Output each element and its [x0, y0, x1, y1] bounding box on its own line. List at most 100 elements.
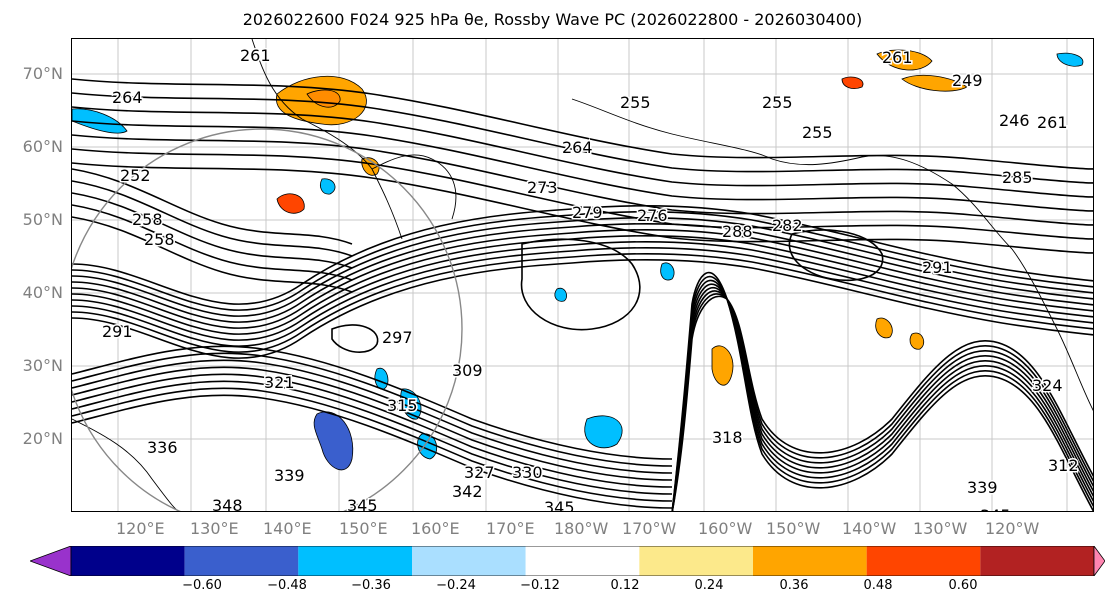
- contour-label: 345: [544, 498, 575, 512]
- lon-label-120w: 120°W: [985, 519, 1040, 538]
- contour-label: 273: [527, 178, 558, 197]
- colorbar-segment: [412, 546, 526, 576]
- contour-label: 246: [999, 111, 1030, 130]
- contour-line: [72, 134, 1093, 226]
- map-title: 2026022600 F024 925 hPa θe, Rossby Wave …: [242, 10, 863, 29]
- lat-label-40: 40°N: [22, 283, 63, 302]
- contour-line: [72, 78, 1093, 170]
- contour-label: 312: [1048, 456, 1079, 475]
- contour-label: 258: [132, 210, 163, 229]
- anomaly-shade: [909, 332, 925, 350]
- contour-label: 318: [712, 428, 743, 447]
- anomaly-shade: [554, 287, 567, 302]
- contour-label: 348: [212, 496, 243, 512]
- anomaly-shade: [374, 367, 389, 390]
- contour-line: [520, 238, 641, 331]
- contour-label: 249: [952, 71, 983, 90]
- colorbar-extend-low: [30, 546, 72, 576]
- anomaly-shade: [320, 178, 336, 195]
- contour-line: [72, 394, 673, 509]
- contour-line: [72, 148, 1093, 240]
- contour-line: [72, 120, 1093, 212]
- contour-label: 342: [72, 508, 103, 512]
- lon-label-180w: 180°W: [554, 519, 609, 538]
- anomaly-shade: [313, 411, 354, 471]
- lat-label-20: 20°N: [22, 429, 63, 448]
- lon-label-120e: 120°E: [116, 519, 165, 538]
- contour-label: 336: [147, 438, 178, 457]
- contour-line: [72, 359, 673, 474]
- contour-label: 315: [387, 396, 418, 415]
- anomaly-shade: [276, 193, 305, 214]
- contour-line: [72, 234, 1093, 335]
- contour-label: 339: [274, 466, 305, 485]
- lon-label-140w: 140°W: [842, 519, 897, 538]
- colorbar-segment: [71, 546, 185, 576]
- colorbar: [30, 546, 1105, 576]
- anomaly-shade: [901, 74, 968, 92]
- contour-line: [72, 252, 1093, 353]
- coastline: [571, 98, 773, 160]
- contour-label: 261: [240, 46, 271, 65]
- colorbar-segment: [184, 546, 299, 576]
- lon-label-170w: 170°W: [622, 519, 677, 538]
- contour-label: 255: [802, 123, 833, 142]
- contour-label: 264: [112, 88, 143, 107]
- contour-line: [72, 240, 1093, 341]
- colorbar-segment: [525, 546, 640, 576]
- contour-line: [671, 271, 1093, 511]
- colorbar-tick: 0.48: [863, 578, 893, 593]
- colorbar-segment: [866, 546, 981, 576]
- contour-label: 345: [347, 496, 378, 512]
- contour-label: 321: [264, 373, 295, 392]
- lon-label-160e: 160°E: [411, 519, 460, 538]
- contour-label: 291: [102, 322, 133, 341]
- colorbar-segment: [298, 546, 412, 576]
- anomaly-shade: [584, 415, 623, 449]
- anomaly-shade: [1056, 52, 1084, 67]
- contour-label: 324: [1032, 376, 1063, 395]
- contour-line: [72, 216, 1093, 317]
- lon-label-130e: 130°E: [190, 519, 239, 538]
- colorbar-tick: 0.12: [610, 578, 640, 593]
- shaded-anomalies: [72, 49, 1084, 471]
- contour-line: [72, 162, 1093, 254]
- contour-line: [72, 204, 1093, 305]
- contour-line: [72, 380, 673, 495]
- contour-label: 279: [572, 203, 603, 222]
- anomaly-shade: [400, 388, 422, 420]
- colorbar-tick: 0.60: [948, 578, 978, 593]
- contour-label: 309: [452, 361, 483, 380]
- contour-label: 345: [980, 506, 1011, 512]
- contour-line: [72, 210, 1093, 311]
- contour-line: [72, 204, 353, 281]
- lon-label-130w: 130°W: [913, 519, 968, 538]
- colorbar-tick: −0.60: [182, 578, 222, 593]
- contour-label: 258: [144, 230, 175, 249]
- contour-label: 261: [1037, 113, 1068, 132]
- colorbar-tick: −0.36: [351, 578, 391, 593]
- contour-line: [72, 92, 1093, 184]
- lat-label-50: 50°N: [22, 210, 63, 229]
- contour-line: [331, 324, 379, 353]
- colorbar-tick: −0.12: [520, 578, 560, 593]
- contour-line: [72, 106, 1093, 198]
- contour-label: 330: [512, 463, 543, 482]
- contour-line: [72, 192, 353, 269]
- contour-label: 264: [562, 138, 593, 157]
- contour-line: [72, 387, 673, 502]
- lat-label-70: 70°N: [22, 64, 63, 83]
- colorbar-segment: [753, 546, 867, 576]
- highlight-circle: [72, 128, 463, 511]
- contour-line: [72, 345, 673, 460]
- contour-line: [72, 352, 673, 467]
- coastline: [72, 418, 179, 511]
- coastlines: [72, 39, 1093, 511]
- colorbar-tick: 0.36: [779, 578, 809, 593]
- lon-label-150e: 150°E: [339, 519, 388, 538]
- contour-label: 288: [722, 222, 753, 241]
- colorbar-tick: −0.48: [267, 578, 307, 593]
- contour-line: [72, 180, 353, 257]
